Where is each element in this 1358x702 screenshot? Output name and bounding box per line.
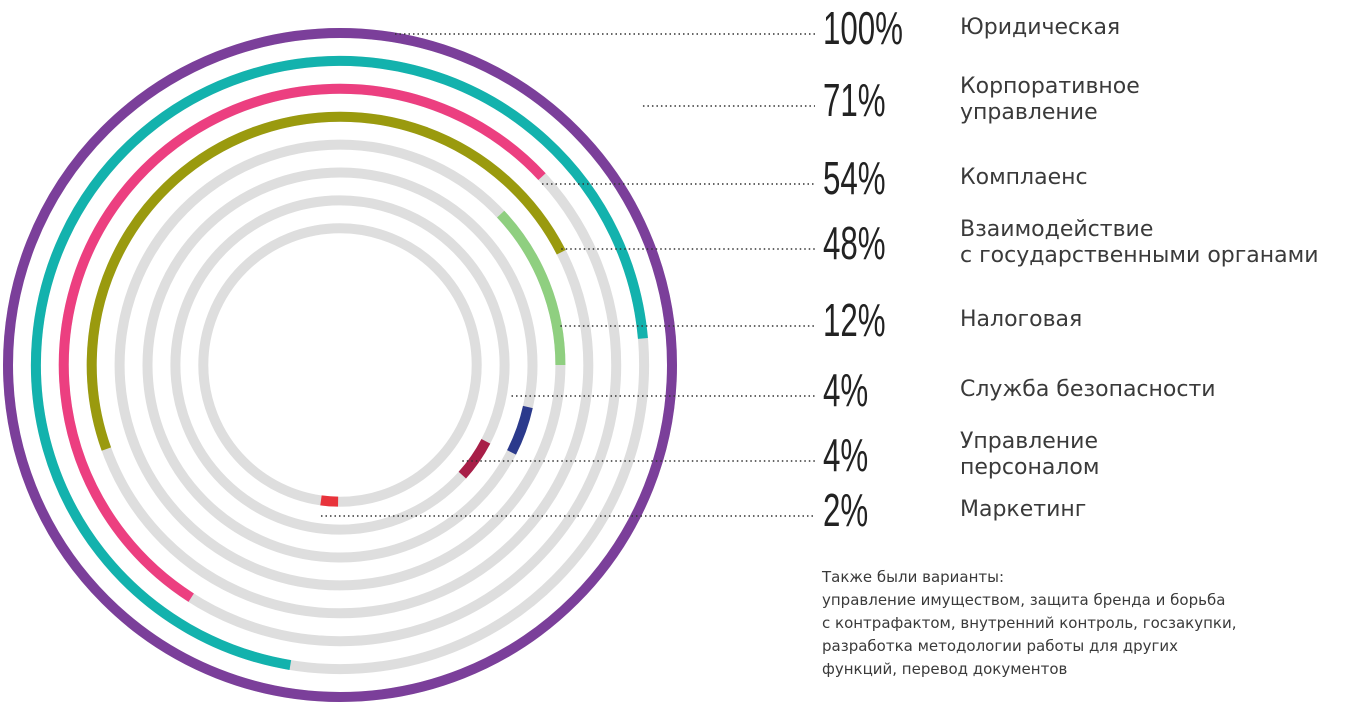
bar [458,438,491,479]
bar [86,111,566,451]
note: управление имуществом, защита бренда и б… [822,591,1237,678]
value-label: 48% [823,218,886,269]
bar [507,405,533,455]
bar [3,28,677,702]
value-label: 12% [823,295,886,346]
category-label: Корпоративное управление [960,74,1140,125]
bar [497,210,566,366]
category-label: Комплаенс [960,165,1088,190]
bar [58,83,546,602]
track [198,223,482,507]
category-label: Юридическая [960,15,1121,40]
value-label: 4% [823,430,868,481]
note-title: Также были варианты: [822,568,1005,586]
category-label: Служба безопасности [960,377,1216,402]
value-label: 4% [823,365,868,416]
category-label: Взаимодействие с государственными органа… [960,217,1319,268]
track [170,195,510,535]
value-label: 54% [823,153,886,204]
category-label: Маркетинг [960,497,1087,522]
track [142,167,538,563]
bar [320,495,339,507]
category-label: Управление персоналом [960,429,1100,480]
value-label: 100% [823,3,903,54]
value-label: 2% [823,485,868,536]
bar [30,55,648,670]
category-label: Налоговая [960,307,1083,332]
track [114,139,566,591]
value-label: 71% [823,75,886,126]
